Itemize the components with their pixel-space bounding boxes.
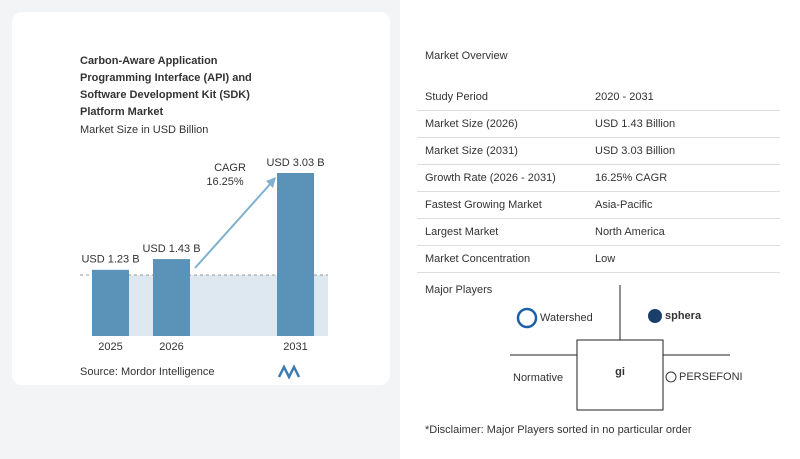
player: gi [615, 366, 625, 378]
sphera-icon [648, 309, 662, 323]
value-label: USD 1.23 B [81, 254, 139, 266]
row-value: Low [595, 253, 615, 265]
chart-subtitle: Market Size in USD Billion [80, 124, 208, 136]
bar [277, 173, 314, 336]
cagr-value: 16.25% [206, 176, 244, 188]
row-label: Growth Rate (2026 - 2031) [425, 172, 556, 184]
x-tick-label: 2025 [98, 341, 122, 353]
row-label: Fastest Growing Market [425, 199, 542, 211]
row-label: Market Concentration [425, 253, 530, 265]
row-value: North America [595, 226, 666, 238]
row-bg [417, 192, 780, 218]
row-value: USD 1.43 Billion [595, 118, 675, 130]
x-tick-label: 2026 [159, 341, 183, 353]
title-line: Platform Market [80, 106, 163, 118]
overview-title: Market Overview [425, 50, 508, 62]
value-label: USD 3.03 B [266, 157, 324, 169]
watershed-icon [516, 307, 538, 329]
arrow-head [266, 177, 276, 188]
player-box [576, 339, 664, 411]
player: Normative [513, 372, 563, 384]
title-line: Carbon-Aware Application [80, 55, 218, 67]
persefoni-icon [665, 371, 677, 383]
player: PERSEFONI [679, 371, 743, 383]
row-label: Market Size (2026) [425, 118, 518, 130]
row-value: USD 3.03 Billion [595, 145, 675, 157]
row-value: 16.25% CAGR [595, 172, 667, 184]
players-title: Major Players [425, 284, 493, 296]
row-bg [417, 84, 780, 110]
player: sphera [665, 310, 702, 322]
cagr-label: CAGR [214, 162, 246, 174]
value-label: USD 1.43 B [142, 243, 200, 255]
row-bg [417, 246, 780, 272]
player: Watershed [540, 312, 593, 324]
row-value: Asia-Pacific [595, 199, 653, 211]
x-tick-label: 2031 [283, 341, 307, 353]
row-value: 2020 - 2031 [595, 91, 654, 103]
chart-title: Carbon-Aware Application Programming Inte… [80, 55, 252, 118]
row-bg [417, 138, 780, 164]
source: Source: Mordor Intelligence [80, 366, 215, 378]
disclaimer: *Disclaimer: Major Players sorted in no … [425, 424, 692, 436]
row-bg [417, 219, 780, 245]
row-label: Market Size (2031) [425, 145, 518, 157]
title-line: Software Development Kit (SDK) [80, 89, 250, 101]
cagr-arrow [194, 181, 273, 269]
row-label: Study Period [425, 91, 488, 103]
logo [277, 364, 301, 380]
bar [92, 269, 129, 336]
bar [153, 259, 190, 336]
chart-title: Carbon-Aware Application Programming Inte… [80, 55, 252, 118]
title-line: Programming Interface (API) and [80, 72, 252, 84]
row-bg [417, 165, 780, 191]
row-label: Largest Market [425, 226, 498, 238]
row-bg [417, 111, 780, 137]
